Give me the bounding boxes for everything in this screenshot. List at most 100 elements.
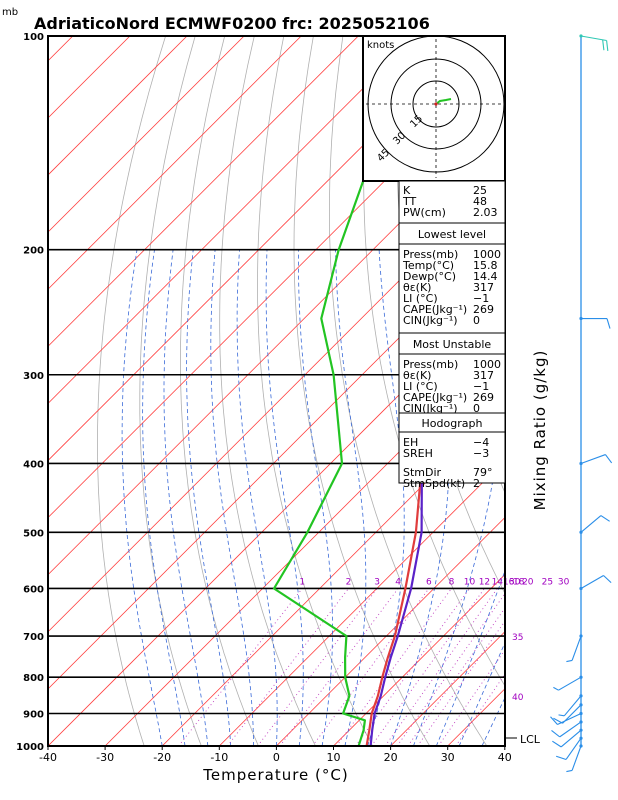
indices-panel: K 25 TT 48 PW(cm) 2.03 Lowest level Press(mb) 10…	[398, 180, 506, 490]
moist-adiabat	[121, 249, 163, 746]
index-section-title: Lowest level	[418, 228, 486, 241]
index-value: 79°	[473, 466, 493, 479]
mixing-ratio-line	[384, 588, 498, 746]
pressure-tick-label: 100	[23, 32, 44, 43]
wind-barb-feather	[566, 769, 573, 773]
pressure-tick-label: 600	[23, 584, 44, 595]
wind-barb-shaft	[565, 737, 582, 760]
wind-barb-feather	[602, 39, 605, 51]
moist-adiabat-label: 40	[512, 693, 524, 703]
wind-barb-shaft	[580, 575, 604, 589]
mixing-ratio-axis-label: Mixing Ratio (g/kg)	[531, 350, 549, 511]
mixing-ratio-label: 10	[464, 577, 476, 587]
moist-adiabat	[210, 249, 254, 746]
mixing-ratio-label: 12	[479, 577, 490, 587]
moist-adiabat	[298, 249, 333, 746]
mixing-ratio-label: 16	[503, 577, 515, 587]
mixing-ratio-line	[336, 588, 452, 746]
wind-barb-feather	[556, 755, 567, 761]
index-value: 48	[473, 195, 487, 208]
index-label: LI (°C)	[403, 292, 438, 305]
dry-adiabat	[293, 36, 431, 746]
mixing-ratio-line	[417, 620, 505, 746]
index-label: K	[403, 184, 411, 197]
index-value: 0	[473, 402, 480, 415]
mixing-ratio-label: 30	[558, 577, 570, 587]
wind-barb-feather	[600, 515, 610, 522]
wind-barb-shaft	[580, 515, 602, 533]
wind-barb-feather	[606, 318, 611, 329]
index-label: Press(mb)	[403, 248, 458, 261]
dewpoint-line	[272, 36, 451, 746]
wind-barb-feather	[606, 40, 609, 51]
index-value: 1000	[473, 358, 501, 371]
pressure-tick-label: 700	[23, 632, 44, 643]
wind-barb-shaft	[571, 635, 582, 661]
wind-barb-shaft	[562, 704, 582, 724]
index-value: −1	[473, 380, 489, 393]
mixing-ratio-label: 20	[522, 577, 534, 587]
dry-adiabat	[609, 36, 618, 761]
isotherm	[48, 36, 245, 233]
dry-adiabat	[180, 36, 259, 746]
index-label: StmSpd(kt)	[403, 477, 465, 490]
index-value: −4	[473, 436, 489, 449]
index-label: LI (°C)	[403, 380, 438, 393]
wind-barb-shaft	[559, 721, 582, 738]
hodograph-trace	[435, 98, 452, 105]
moist-adiabat-label: 35	[512, 633, 523, 643]
x-tick-label: -40	[39, 751, 57, 764]
mixing-ratio-line	[279, 588, 399, 746]
storm-motion-marker	[434, 102, 438, 106]
moist-adiabat	[236, 249, 278, 746]
x-tick-label: 10	[327, 751, 341, 764]
mixing-ratio-line	[407, 607, 505, 746]
mixing-ratio-line	[396, 592, 505, 746]
isotherm	[547, 20, 618, 761]
index-value: 0	[473, 314, 480, 327]
isotherm	[332, 573, 505, 746]
mixing-ratio-line	[455, 673, 505, 746]
isotherm	[48, 36, 416, 404]
wind-barb-shaft	[558, 676, 582, 691]
index-value: −1	[473, 292, 489, 305]
mixing-ratio-label: 2	[346, 577, 352, 587]
pressure-tick-label: 400	[23, 459, 44, 470]
mixing-ratio-label: 14	[492, 577, 504, 587]
moist-adiabat	[163, 249, 209, 746]
mixing-ratio-label: 25	[542, 577, 553, 587]
index-label: CAPE(Jkg⁻¹)	[403, 303, 467, 316]
pressure-tick-label: 800	[23, 673, 44, 684]
x-tick-label: -30	[96, 751, 114, 764]
dry-adiabat	[97, 36, 166, 746]
index-section-title: Hodograph	[422, 417, 483, 430]
isotherm	[48, 174, 505, 633]
wind-barb-feather	[553, 686, 559, 691]
mixing-ratio-line	[257, 588, 378, 746]
dry-adiabat	[579, 36, 618, 761]
moist-adiabat	[335, 249, 367, 746]
wind-barb-feather	[553, 717, 563, 724]
wind-barb-shaft	[560, 729, 582, 748]
mixing-ratio-line	[438, 648, 505, 746]
mixing-ratio-label: 6	[426, 577, 432, 587]
index-value: 2.03	[473, 206, 498, 219]
mixing-ratio-label: 8	[449, 577, 455, 587]
isotherm	[48, 117, 505, 576]
wind-barb-feather	[551, 729, 561, 738]
mixing-ratio-label: 3	[374, 577, 380, 587]
mixing-ratio-label: 1	[299, 577, 305, 587]
wind-profile-column	[550, 34, 613, 773]
x-tick-label: -10	[210, 751, 228, 764]
index-label: θε(K)	[403, 369, 431, 382]
wind-barb-feather	[566, 659, 573, 663]
dry-adiabat	[139, 36, 202, 746]
index-label: CIN(Jkg⁻¹)	[403, 402, 458, 415]
lowest-level-box	[398, 222, 506, 334]
wind-barb-feather	[550, 716, 558, 725]
x-axis-label: Temperature (°C)	[202, 766, 348, 784]
index-value: 269	[473, 391, 494, 404]
index-section-title: Most Unstable	[413, 338, 492, 351]
hodograph-frame	[362, 35, 506, 182]
